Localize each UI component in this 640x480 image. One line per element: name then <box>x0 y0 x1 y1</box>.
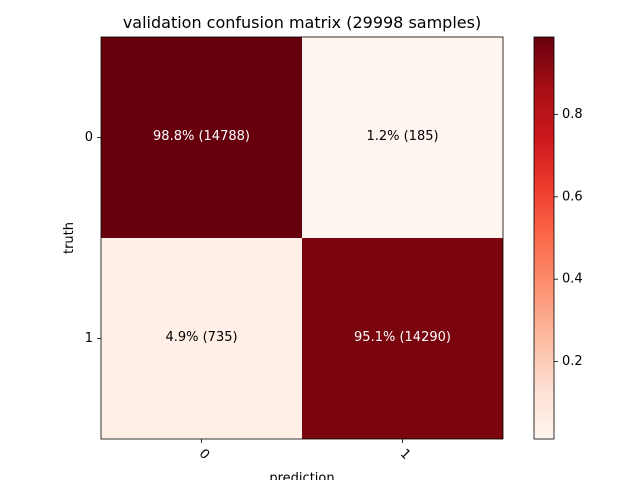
cell-label: 4.9% (735) <box>165 330 237 345</box>
plot-frame <box>100 36 504 440</box>
colorbar-tick-label: 0.8 <box>562 107 583 122</box>
heatmap-cell <box>101 37 302 238</box>
cell-label: 1.2% (185) <box>366 129 438 144</box>
y-axis-label: truth <box>62 222 77 254</box>
colorbar <box>533 36 555 440</box>
heatmap-cell <box>101 238 302 439</box>
heatmap-cell <box>302 238 503 439</box>
x-tick-label: 1 <box>397 446 413 462</box>
colorbar-tick-label: 0.4 <box>562 272 583 287</box>
cell-label: 95.1% (14290) <box>354 330 451 345</box>
colorbar-tick-label: 0.2 <box>562 354 583 369</box>
cell-label: 98.8% (14788) <box>153 129 250 144</box>
chart-title: validation confusion matrix (29998 sampl… <box>123 13 481 32</box>
x-axis-label: prediction <box>269 471 334 480</box>
y-tick-label: 0 <box>85 130 93 145</box>
y-tick-label: 1 <box>85 331 93 346</box>
x-tick-label: 0 <box>196 446 212 462</box>
colorbar-tick-label: 0.6 <box>562 189 583 204</box>
heatmap-cell <box>302 37 503 238</box>
